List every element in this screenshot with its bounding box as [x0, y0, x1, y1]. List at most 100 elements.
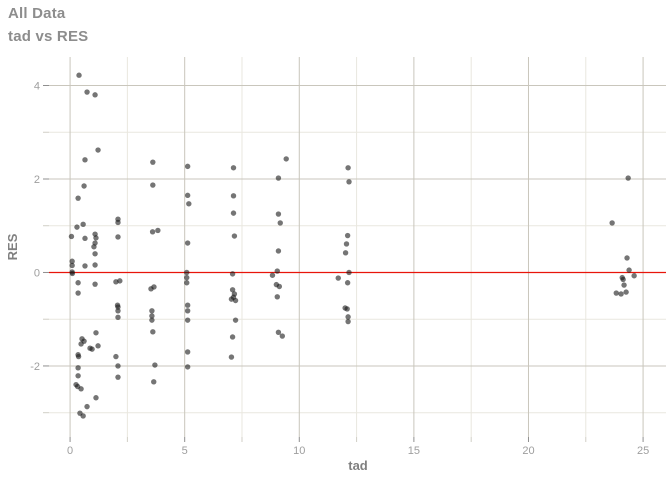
data-point [623, 289, 629, 295]
data-point [95, 343, 101, 349]
data-point [75, 195, 81, 201]
x-tick-label: 25 [637, 445, 649, 457]
data-point [92, 92, 98, 98]
data-point [84, 89, 90, 95]
data-point [609, 220, 615, 226]
data-point [275, 329, 282, 336]
plot-title: All Data [8, 5, 66, 22]
data-point [69, 258, 75, 264]
data-point [93, 235, 99, 241]
data-point [148, 286, 154, 292]
data-point [74, 224, 80, 230]
data-point [80, 413, 86, 419]
data-point [184, 240, 191, 246]
data-point [230, 193, 237, 199]
x-tick-label: 15 [408, 445, 420, 457]
data-point [84, 403, 90, 410]
data-point [82, 157, 88, 163]
data-point [342, 250, 349, 256]
data-point [344, 232, 351, 239]
data-point [184, 274, 190, 281]
data-point [91, 244, 97, 250]
data-point [345, 314, 351, 320]
data-point [75, 373, 81, 379]
data-point [230, 210, 237, 216]
data-point [283, 156, 289, 162]
data-point [115, 219, 121, 226]
data-point [75, 280, 81, 286]
data-point [149, 308, 155, 314]
data-point [275, 248, 282, 254]
data-point [274, 268, 280, 274]
data-point [92, 251, 98, 257]
data-point [620, 276, 626, 283]
data-point [89, 346, 95, 352]
data-point [151, 379, 157, 385]
data-point [69, 270, 76, 277]
x-tick-label: 5 [182, 445, 188, 457]
y-tick-label: 2 [34, 174, 40, 186]
axis-ticks [43, 85, 644, 442]
data-point [115, 304, 121, 310]
data-point [621, 282, 627, 288]
data-point [229, 287, 236, 293]
data-point [276, 283, 283, 290]
data-point [232, 297, 239, 304]
data-point [75, 290, 81, 296]
data-point [277, 220, 283, 226]
data-point [231, 233, 238, 239]
data-point [184, 269, 190, 276]
plot-subtitle: tad vs RES [8, 28, 89, 45]
data-point [115, 234, 121, 240]
data-point [149, 313, 155, 319]
data-point [344, 280, 351, 286]
data-point [113, 353, 119, 360]
data-point [624, 255, 630, 261]
data-point [184, 308, 191, 314]
data-point [82, 235, 88, 242]
data-point [68, 233, 75, 240]
data-point [155, 227, 161, 234]
data-point [150, 159, 156, 165]
data-point [149, 317, 155, 323]
data-point [82, 263, 88, 269]
grid-major-lines [49, 57, 666, 437]
data-point [343, 241, 350, 247]
data-point [275, 175, 282, 181]
data-point [75, 365, 81, 371]
y-tick-label: 0 [34, 267, 40, 279]
data-point [232, 317, 239, 323]
data-point [93, 395, 99, 401]
x-tick-label: 0 [67, 445, 73, 457]
data-point [93, 330, 99, 336]
data-point [117, 278, 123, 284]
data-point [274, 294, 280, 300]
data-point [346, 269, 352, 276]
data-point [184, 317, 191, 323]
data-point [184, 192, 191, 199]
data-points [68, 72, 637, 419]
x-axis-title: tad [348, 458, 368, 473]
data-point [618, 291, 624, 297]
data-point [92, 281, 98, 287]
data-point [335, 275, 341, 281]
data-point [152, 362, 158, 368]
data-point [625, 175, 631, 181]
x-tick-label: 10 [293, 445, 305, 457]
data-point [115, 374, 121, 380]
data-point [78, 386, 84, 392]
data-point [269, 272, 276, 278]
data-point [92, 262, 98, 268]
y-tick-label: -2 [30, 361, 40, 373]
data-point [150, 329, 156, 335]
data-point [346, 179, 352, 185]
data-point [150, 182, 156, 188]
data-point [75, 353, 82, 360]
data-point [345, 165, 351, 171]
data-point [186, 201, 192, 207]
data-point [228, 354, 235, 360]
x-tick-label: 20 [522, 445, 534, 457]
data-point [80, 221, 86, 228]
